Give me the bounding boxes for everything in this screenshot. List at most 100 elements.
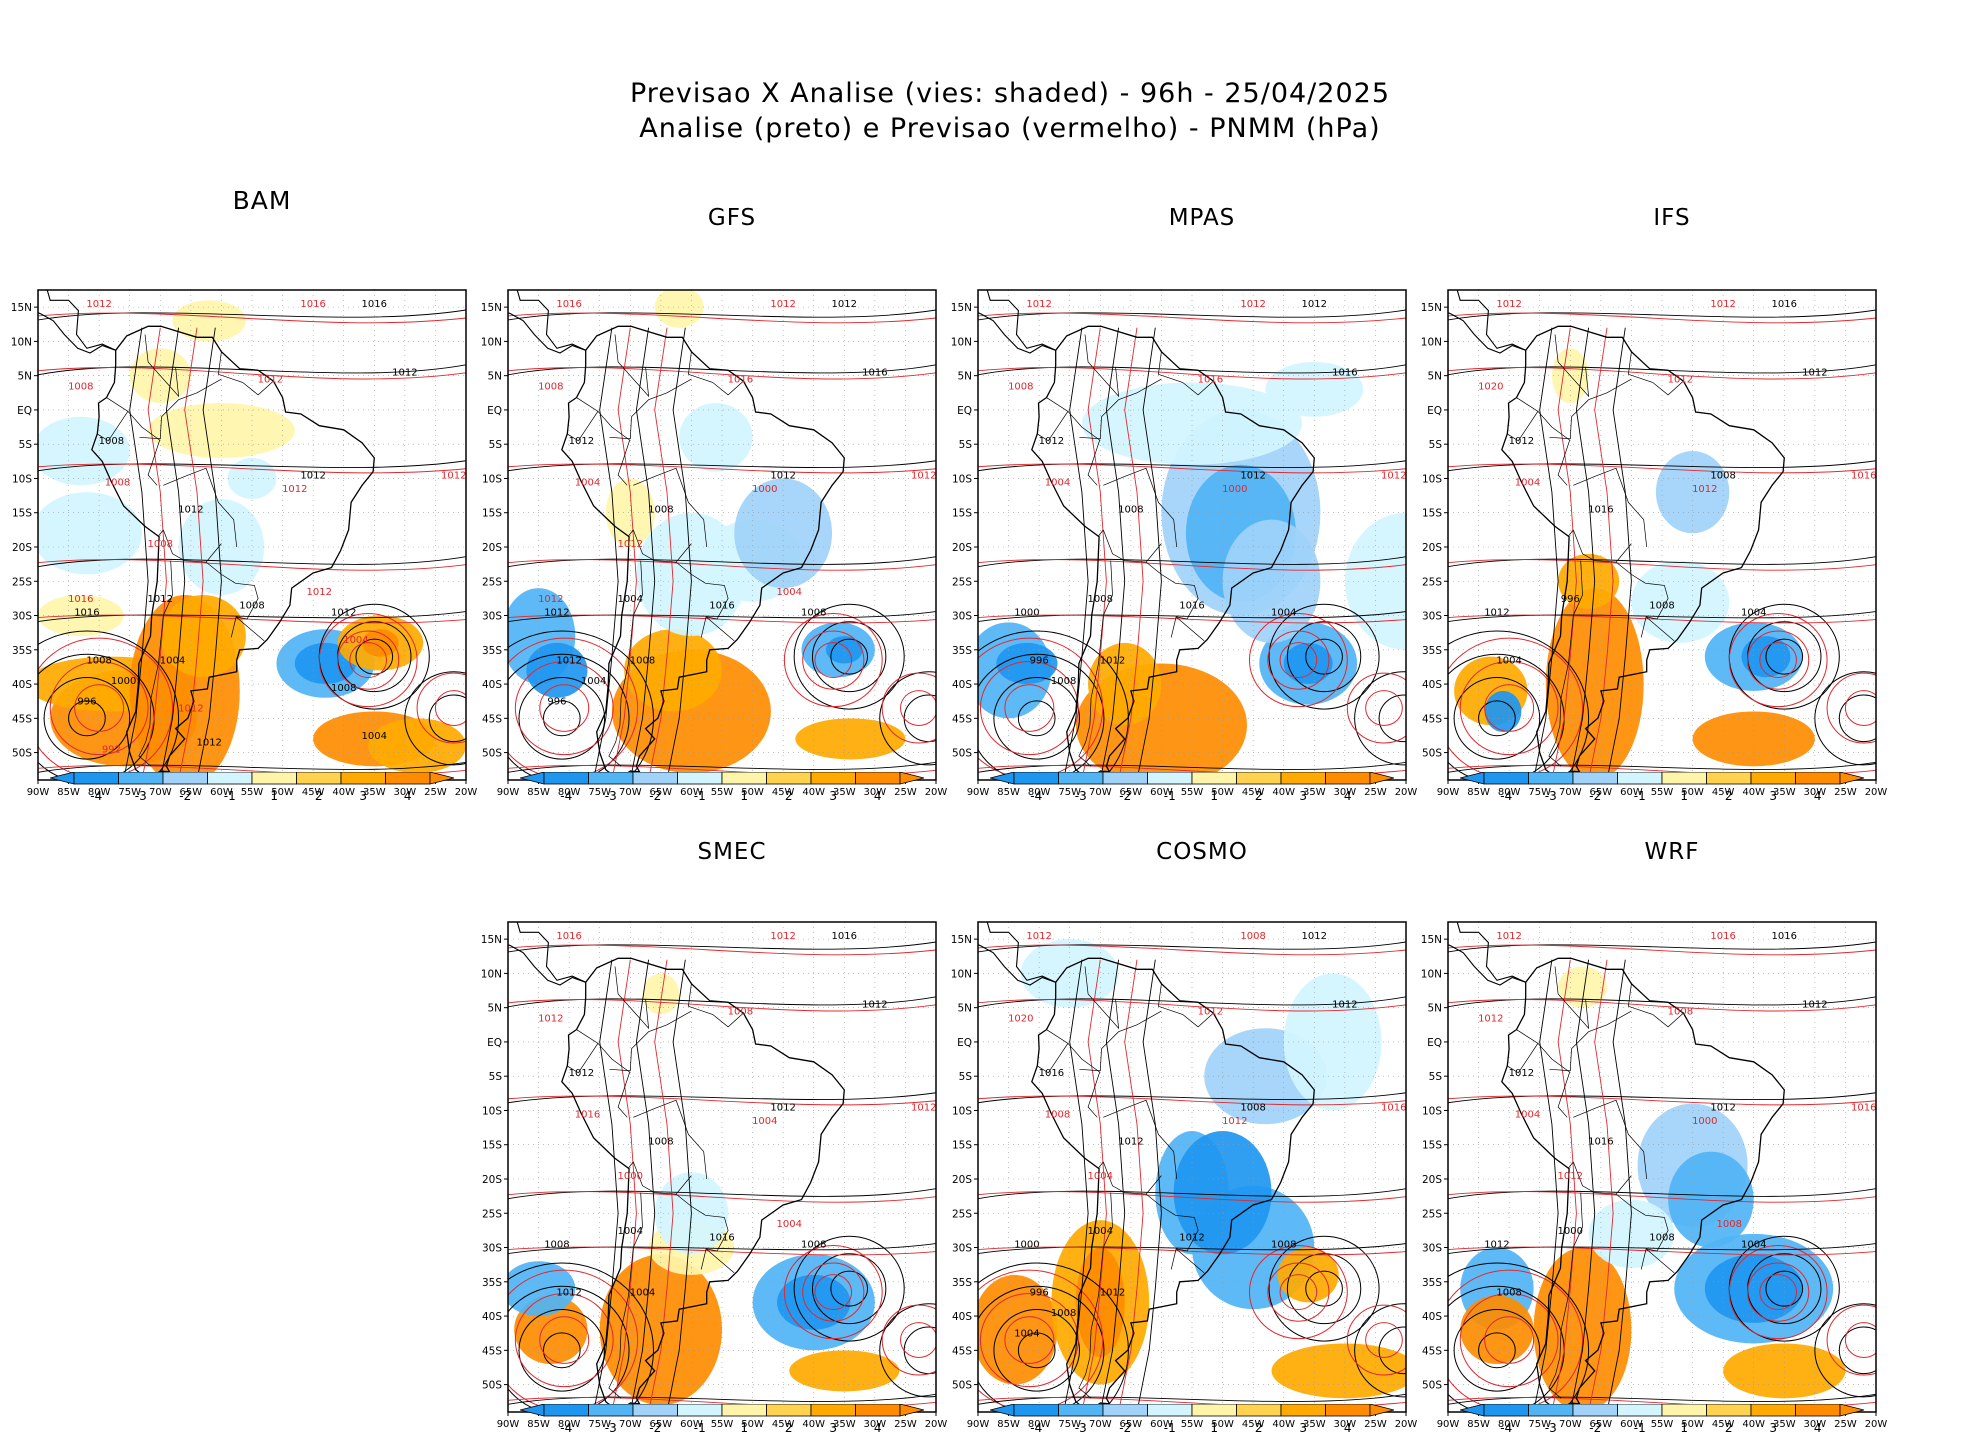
analysis-isobar bbox=[1448, 761, 1876, 773]
legend-swatch bbox=[251, 772, 297, 785]
lat-label: 10S bbox=[952, 473, 972, 485]
legend-swatch bbox=[1280, 1404, 1326, 1417]
country-border bbox=[675, 1193, 729, 1252]
lat-label: 15S bbox=[952, 1140, 972, 1152]
lat-label: 25S bbox=[12, 576, 32, 588]
lat-label: EQ bbox=[957, 1037, 972, 1049]
legend-arrow-low bbox=[1460, 1404, 1485, 1417]
country-border bbox=[1084, 966, 1120, 1030]
forecast-isobar bbox=[1248, 612, 1348, 708]
analysis-isobar bbox=[1606, 959, 1632, 1412]
lon-label: 40W bbox=[802, 1419, 825, 1430]
legend-swatch bbox=[1325, 1404, 1371, 1417]
lon-label: 25W bbox=[424, 787, 447, 798]
lat-label: 50S bbox=[952, 748, 972, 760]
contour-label-analysis: 1016 bbox=[832, 931, 857, 942]
bias-shading bbox=[1545, 588, 1644, 780]
legend-swatch bbox=[1280, 772, 1326, 785]
analysis-isobar bbox=[1533, 327, 1559, 780]
bias-shading bbox=[1277, 1247, 1339, 1303]
contour-label-forecast: 1012 bbox=[86, 299, 111, 310]
legend-swatch bbox=[1236, 1404, 1282, 1417]
lat-label: 5N bbox=[1427, 371, 1442, 383]
legend-swatch bbox=[1325, 772, 1371, 785]
panel-title: BAM bbox=[232, 186, 292, 215]
contour-label-analysis: 1016 bbox=[1179, 601, 1204, 612]
country-border bbox=[127, 411, 161, 486]
contour-label-forecast: 1012 bbox=[441, 470, 466, 481]
contour-label-analysis: 1008 bbox=[544, 1240, 569, 1251]
analysis-isobar bbox=[978, 556, 1406, 568]
lat-label: 25S bbox=[1422, 576, 1442, 588]
contour-label-analysis: 1008 bbox=[1051, 676, 1076, 687]
contour-label-analysis: 1016 bbox=[1772, 931, 1797, 942]
country-border bbox=[1572, 529, 1632, 563]
country-border bbox=[1037, 1029, 1069, 1074]
analysis-isobar bbox=[508, 1188, 936, 1200]
country-border bbox=[700, 1248, 735, 1274]
contour-label-forecast: 1012 bbox=[258, 375, 283, 386]
lat-label: 30S bbox=[1422, 611, 1442, 623]
country-border bbox=[614, 966, 650, 1030]
forecast-isobar bbox=[802, 630, 865, 690]
country-border bbox=[1628, 983, 1684, 1028]
map-content: 1016 1012 1008 1016 1012 1008 1004 996 1012 1004 1… bbox=[1448, 290, 1876, 780]
contour-label-analysis: 1008 bbox=[648, 1137, 673, 1148]
lon-label: 70W bbox=[619, 1419, 642, 1430]
contour-label-analysis: 1008 bbox=[1271, 1240, 1296, 1251]
contour-label-analysis: 1012 bbox=[832, 299, 857, 310]
analysis-isobar bbox=[1017, 1332, 1056, 1369]
lon-label: 90W bbox=[497, 787, 520, 798]
forecast-isobar bbox=[1279, 642, 1318, 679]
country-border bbox=[609, 378, 692, 440]
analysis-isobar bbox=[978, 1393, 1406, 1405]
analysis-isobar bbox=[1378, 1326, 1406, 1375]
lon-label: 85W bbox=[527, 1419, 550, 1430]
analysis-isobar bbox=[508, 761, 936, 773]
country-border bbox=[1615, 561, 1669, 620]
contour-label-analysis: 1008 bbox=[1118, 505, 1143, 516]
analysis-isobar bbox=[593, 327, 619, 780]
legend-swatch bbox=[1102, 772, 1148, 785]
contour-label-analysis: 996 bbox=[1030, 1287, 1049, 1298]
map-content: 1016 1012 1012 1008 1012 1016 1008 1004 1008 1012… bbox=[508, 922, 936, 1412]
map-plot: 1016 1012 1008 1016 1012 1008 1004 996 1012 1004 1… bbox=[1421, 289, 1887, 798]
forecast-isobar bbox=[1267, 630, 1330, 690]
country-border bbox=[1158, 983, 1214, 1028]
coastline bbox=[561, 325, 845, 780]
contour-label-forecast: 1012 bbox=[1558, 1171, 1583, 1182]
contour-label-analysis: 1004 bbox=[362, 731, 387, 742]
legend-swatch bbox=[1236, 772, 1282, 785]
contour-label-analysis: 1008 bbox=[630, 655, 655, 666]
lon-label: 80W bbox=[1028, 1419, 1051, 1430]
lat-label: 25S bbox=[952, 1208, 972, 1220]
lon-label: 45W bbox=[1242, 1419, 1265, 1430]
country-border bbox=[1507, 397, 1539, 442]
legend-label: 2 bbox=[315, 789, 323, 803]
legend-swatch bbox=[543, 772, 589, 785]
contour-label-forecast: 1008 bbox=[1008, 381, 1033, 392]
forecast-isobar bbox=[978, 1095, 1406, 1106]
legend-swatch bbox=[1706, 772, 1752, 785]
analysis-isobar bbox=[1453, 677, 1541, 760]
forecast-isobar bbox=[1728, 612, 1828, 708]
country-border bbox=[1615, 1193, 1669, 1252]
analysis-isobar bbox=[196, 327, 222, 780]
analysis-isobar bbox=[38, 761, 466, 773]
forecast-isobar bbox=[539, 684, 590, 732]
country-border bbox=[633, 467, 708, 548]
analysis-isobar bbox=[978, 941, 1406, 953]
panel-title: MPAS bbox=[1168, 205, 1236, 231]
analysis-isobar bbox=[978, 1285, 1105, 1412]
contour-label-analysis: 1008 bbox=[648, 505, 673, 516]
country-border bbox=[1067, 411, 1101, 486]
color-legend: -4 -3 -2 -1 1 2 3 4 bbox=[1460, 772, 1865, 803]
forecast-isobar bbox=[1826, 1304, 1876, 1376]
contour-label-analysis: 1012 bbox=[556, 1287, 581, 1298]
analysis-isobar bbox=[1448, 1262, 1590, 1412]
analysis-isobar bbox=[518, 677, 606, 760]
legend-label: 2 bbox=[1255, 1421, 1263, 1435]
legend-swatch bbox=[1661, 1404, 1707, 1417]
contour-label-analysis: 1012 bbox=[1039, 436, 1064, 447]
contour-label-forecast: 1012 bbox=[1668, 375, 1693, 386]
